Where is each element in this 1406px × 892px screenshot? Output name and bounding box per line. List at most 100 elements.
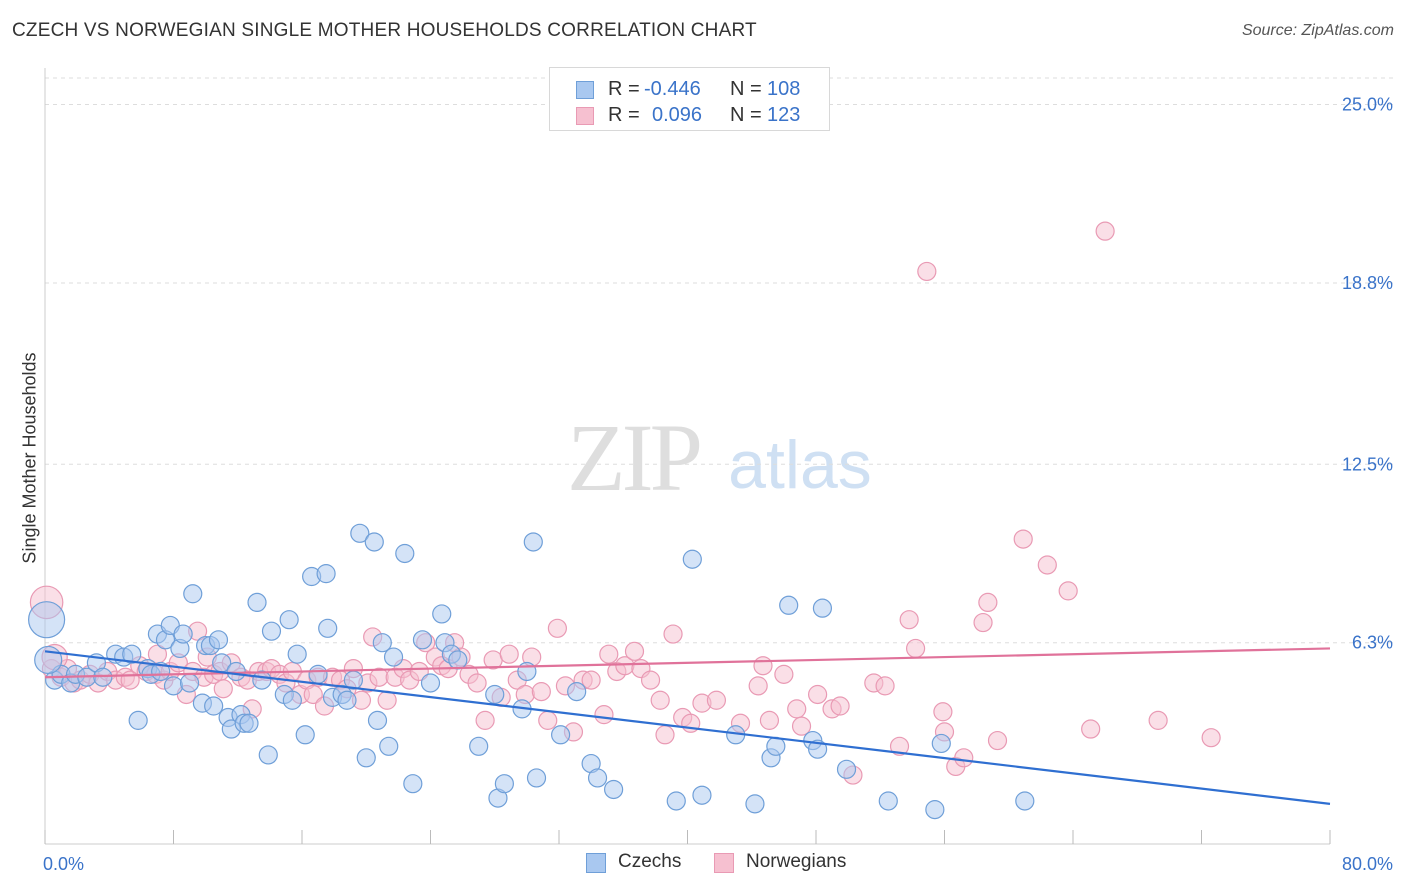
czech-point: [34, 645, 63, 675]
norwegian-point: [787, 699, 807, 719]
czech-point: [179, 673, 200, 693]
czech-point: [151, 661, 171, 682]
czech-legend-label: Czechs: [618, 851, 682, 872]
norwegian-point: [499, 644, 519, 664]
norwegian-point: [830, 696, 850, 716]
czech-point: [350, 523, 370, 543]
norwegian-point: [748, 676, 768, 696]
czech-point: [604, 779, 624, 800]
watermark: ZIP atlas: [567, 404, 872, 511]
czech-point: [403, 774, 423, 794]
legend-r-label: R =: [608, 104, 640, 126]
norwegian-point: [808, 684, 828, 705]
norwegian-trend-line: [44, 647, 1331, 679]
norwegian-point: [875, 676, 895, 696]
czech-point: [93, 667, 113, 687]
norwegian-point: [531, 682, 551, 702]
czech-point: [337, 690, 357, 710]
legend-n-value: 123: [767, 104, 801, 126]
axes: [44, 68, 1331, 845]
czech-point: [682, 549, 702, 569]
czech-point: [448, 650, 468, 670]
norwegian-point: [663, 624, 683, 644]
czech-point: [836, 759, 857, 779]
czech-point: [812, 598, 833, 618]
czech-point: [287, 644, 307, 664]
gridlines: [45, 77, 1395, 644]
czech-point: [295, 725, 315, 745]
norwegian-legend-label: Norwegians: [746, 851, 847, 872]
watermark-atlas: atlas: [728, 427, 872, 503]
czech-point: [163, 676, 184, 696]
czech-point: [567, 682, 587, 702]
norwegian-point: [640, 670, 661, 690]
norwegian-point: [706, 690, 727, 710]
czech-point: [517, 661, 537, 682]
legend-n-value: 108: [767, 78, 801, 100]
czech-point: [28, 601, 66, 639]
czech-point: [128, 710, 148, 730]
czech-point: [282, 690, 302, 710]
norwegian-point: [650, 690, 670, 710]
norwegian-point: [475, 710, 495, 730]
czech-point: [526, 768, 547, 788]
norwegian-point: [581, 670, 601, 690]
norwegian-point: [759, 710, 780, 730]
legend-row-norwegian: R = 0.096 N = 123: [550, 104, 829, 130]
legend-n-label: N =: [730, 104, 762, 126]
norwegian-point: [599, 644, 619, 664]
czech-point: [367, 710, 388, 730]
czech-point: [745, 794, 765, 814]
norwegian-point: [377, 690, 397, 710]
norwegian-point: [624, 641, 645, 661]
czech-point: [379, 736, 399, 756]
czech-point: [364, 532, 384, 552]
czech-point: [692, 785, 712, 805]
norwegian-point: [1037, 555, 1057, 575]
norwegian-swatch: [576, 107, 594, 125]
czech-point: [412, 630, 433, 650]
czech-point: [432, 604, 452, 624]
czech-point: [204, 696, 224, 716]
czech-point: [356, 748, 376, 768]
norwegian-point: [954, 748, 974, 768]
norwegian-point: [987, 730, 1008, 751]
norwegian-point: [1095, 221, 1115, 241]
norwegian-point: [1013, 529, 1033, 549]
norwegian-point: [889, 736, 910, 756]
legend-row-czech: R = -0.446 N = 108: [550, 78, 829, 104]
legend-r-value: 0.096: [652, 104, 703, 126]
czech-point: [372, 633, 392, 653]
czech-point: [383, 647, 404, 667]
watermark-zip: ZIP: [567, 404, 700, 511]
czech-point: [485, 684, 505, 705]
czech-point: [766, 736, 786, 756]
czech-point: [318, 618, 338, 638]
czech-point: [208, 630, 229, 650]
y-axis-label: Single Mother Households: [19, 352, 40, 564]
norwegian-point: [655, 725, 675, 745]
norwegian-point: [973, 612, 993, 633]
chart-title: CZECH VS NORWEGIAN SINGLE MOTHER HOUSEHO…: [12, 20, 757, 41]
norwegian-point: [1058, 581, 1078, 601]
czech-point: [183, 584, 203, 604]
czech-point: [252, 670, 272, 690]
norwegian-point: [409, 661, 429, 682]
czech-point: [523, 532, 543, 552]
czech-point: [469, 736, 489, 756]
norwegian-point: [917, 261, 937, 282]
czech-point: [878, 791, 898, 811]
norwegian-point: [753, 656, 773, 676]
czech-point: [587, 768, 608, 788]
czech-point: [666, 791, 686, 811]
czech-swatch: [586, 853, 606, 873]
legend-r-value: -0.446: [644, 78, 701, 100]
tick-labels: 6.3% 12.5% 18.8% 25.0% 0.0% 80.0%: [43, 95, 1393, 874]
legend-n-label: N =: [730, 78, 762, 100]
legend: R = -0.446 N = 108 R = 0.096 N = 123: [549, 67, 830, 131]
norwegian-point: [933, 702, 953, 722]
czech-point: [395, 543, 415, 564]
source-label: Source: ZipAtlas.com: [1241, 22, 1394, 39]
y-tick-label: 6.3%: [1352, 633, 1393, 653]
